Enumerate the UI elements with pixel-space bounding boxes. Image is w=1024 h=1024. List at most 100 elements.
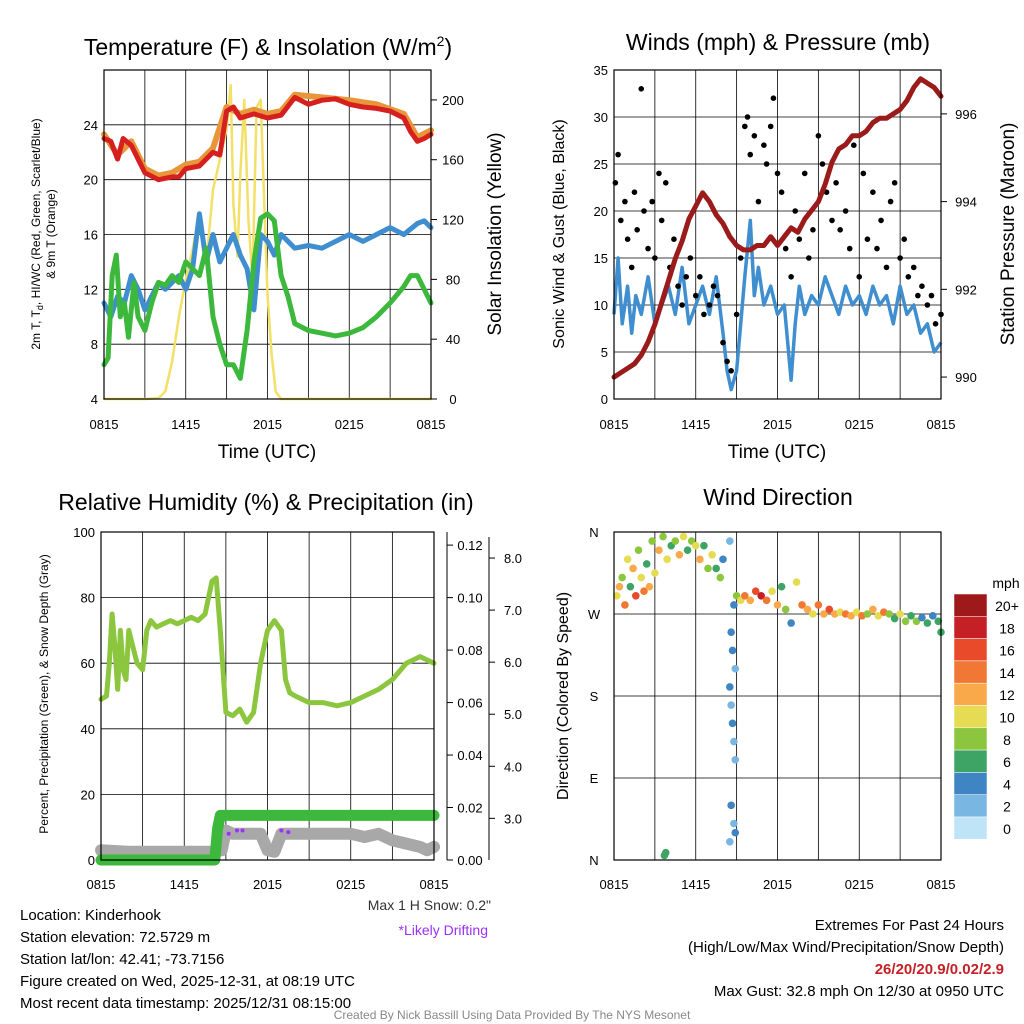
x-tick-label: 0815 — [420, 877, 449, 892]
temp-axes: 0815 1415 2015 0215 0815 4 8 12 16 20 24 0 40 80 120 16… — [84, 93, 464, 432]
x-tick-label: 1415 — [681, 417, 710, 432]
gust-point — [641, 208, 647, 214]
legend-label: 10 — [999, 710, 1015, 726]
drift-point — [226, 831, 231, 836]
gust-point — [870, 189, 876, 195]
gust-point — [628, 264, 635, 271]
gust-point — [842, 208, 849, 214]
x-tick-label: 0815 — [927, 877, 956, 892]
legend-label: 12 — [999, 687, 1015, 703]
y-tick-label: S — [590, 689, 599, 704]
direction-point — [679, 532, 688, 541]
direction-point — [781, 605, 790, 614]
legend-swatch — [953, 727, 988, 751]
direction-point — [901, 617, 910, 626]
extremes-title: Extremes For Past 24 Hours — [814, 917, 1004, 934]
precip-tick-label: 0.04 — [457, 748, 482, 763]
y2-tick-label: 996 — [955, 107, 977, 122]
direction-point — [645, 582, 654, 591]
station-latlon: Station lat/lon: 42.41; -73.7156 — [20, 951, 225, 968]
x-tick-label: 2015 — [253, 877, 282, 892]
direction-point — [623, 555, 632, 564]
gust-point — [638, 86, 645, 92]
gust-point — [932, 321, 939, 327]
legend-swatch — [953, 593, 988, 617]
direction-point — [768, 587, 776, 596]
dir-grid — [613, 531, 942, 861]
x-tick-label: 1415 — [170, 877, 199, 892]
direction-point — [751, 587, 760, 596]
y-tick-label: N — [589, 853, 598, 868]
direction-point — [727, 628, 735, 637]
gust-point — [856, 274, 863, 280]
direction-point — [712, 564, 720, 573]
recent-timestamp: Most recent data timestamp: 2025/12/31 0… — [20, 995, 352, 1012]
gust-point — [645, 245, 651, 252]
wind-data — [611, 76, 944, 392]
y-tick-label: 60 — [81, 656, 95, 671]
series-line-solar — [102, 83, 433, 401]
legend-swatch — [953, 816, 988, 840]
legend-label: 16 — [999, 643, 1015, 659]
direction-point — [852, 608, 861, 616]
direction-point — [918, 613, 926, 622]
credit-text: Created By Nick Bassill Using Data Provi… — [334, 1008, 691, 1022]
series-line-rh — [98, 575, 437, 725]
gust-point — [919, 283, 925, 290]
y-tick-label: 40 — [81, 722, 95, 737]
legend-label: 4 — [1003, 776, 1011, 792]
gust-point — [905, 274, 912, 280]
y-tick-label: 5 — [601, 345, 608, 360]
legend-swatch — [953, 794, 988, 818]
x-tick-label: 0215 — [845, 417, 874, 432]
direction-point — [934, 617, 943, 626]
legend-label: 14 — [999, 665, 1015, 681]
snow-tick-label: 7.0 — [504, 603, 522, 618]
direction-point — [728, 646, 737, 655]
direction-point — [615, 582, 624, 591]
legend-swatch — [953, 772, 988, 795]
direction-point — [730, 737, 738, 746]
gust-point — [710, 283, 717, 290]
direction-point — [730, 601, 738, 609]
direction-point — [640, 587, 648, 596]
direction-point — [727, 701, 735, 709]
gust-point — [652, 255, 658, 261]
x-tick-label: 0215 — [336, 877, 365, 892]
y-tick-label: 20 — [84, 173, 98, 188]
y-tick-label: 30 — [594, 110, 608, 125]
figure-created: Figure created on Wed, 2025-12-31, at 08… — [20, 973, 355, 990]
wind-grid — [613, 69, 942, 400]
direction-point — [651, 569, 659, 577]
direction-point — [896, 610, 904, 618]
gust-point — [846, 245, 853, 252]
temp-ylabel-1: 2m T, Td, HI/WC (Red, Green, Scarlet/Blu… — [29, 118, 45, 349]
gust-point — [792, 208, 799, 214]
gust-point — [706, 302, 713, 308]
gust-point — [624, 236, 631, 242]
y2-tick-label: 990 — [955, 370, 977, 385]
direction-point — [746, 596, 755, 605]
direction-point — [869, 605, 877, 614]
gust-point — [887, 198, 894, 205]
y2-tick-label: 200 — [442, 93, 464, 108]
direction-point — [762, 596, 771, 605]
direction-point — [929, 612, 937, 620]
direction-point — [777, 582, 786, 591]
gust-point — [692, 292, 699, 299]
series-line-td — [101, 211, 434, 381]
gust-point — [742, 123, 748, 130]
y-tick-label: 16 — [84, 228, 98, 243]
gust-point — [618, 217, 624, 224]
direction-point — [648, 537, 656, 545]
precip-tick-label: 0.02 — [457, 801, 482, 816]
y2-tick-label: 120 — [442, 213, 464, 228]
gust-point — [733, 311, 740, 318]
y-tick-label: 20 — [81, 787, 95, 802]
direction-point — [741, 591, 749, 600]
direction-point — [863, 610, 872, 618]
rh-panel: Relative Humidity (%) & Precipitation (i… — [37, 489, 522, 938]
gust-point — [860, 170, 867, 177]
y2-tick-label: 40 — [446, 332, 460, 347]
